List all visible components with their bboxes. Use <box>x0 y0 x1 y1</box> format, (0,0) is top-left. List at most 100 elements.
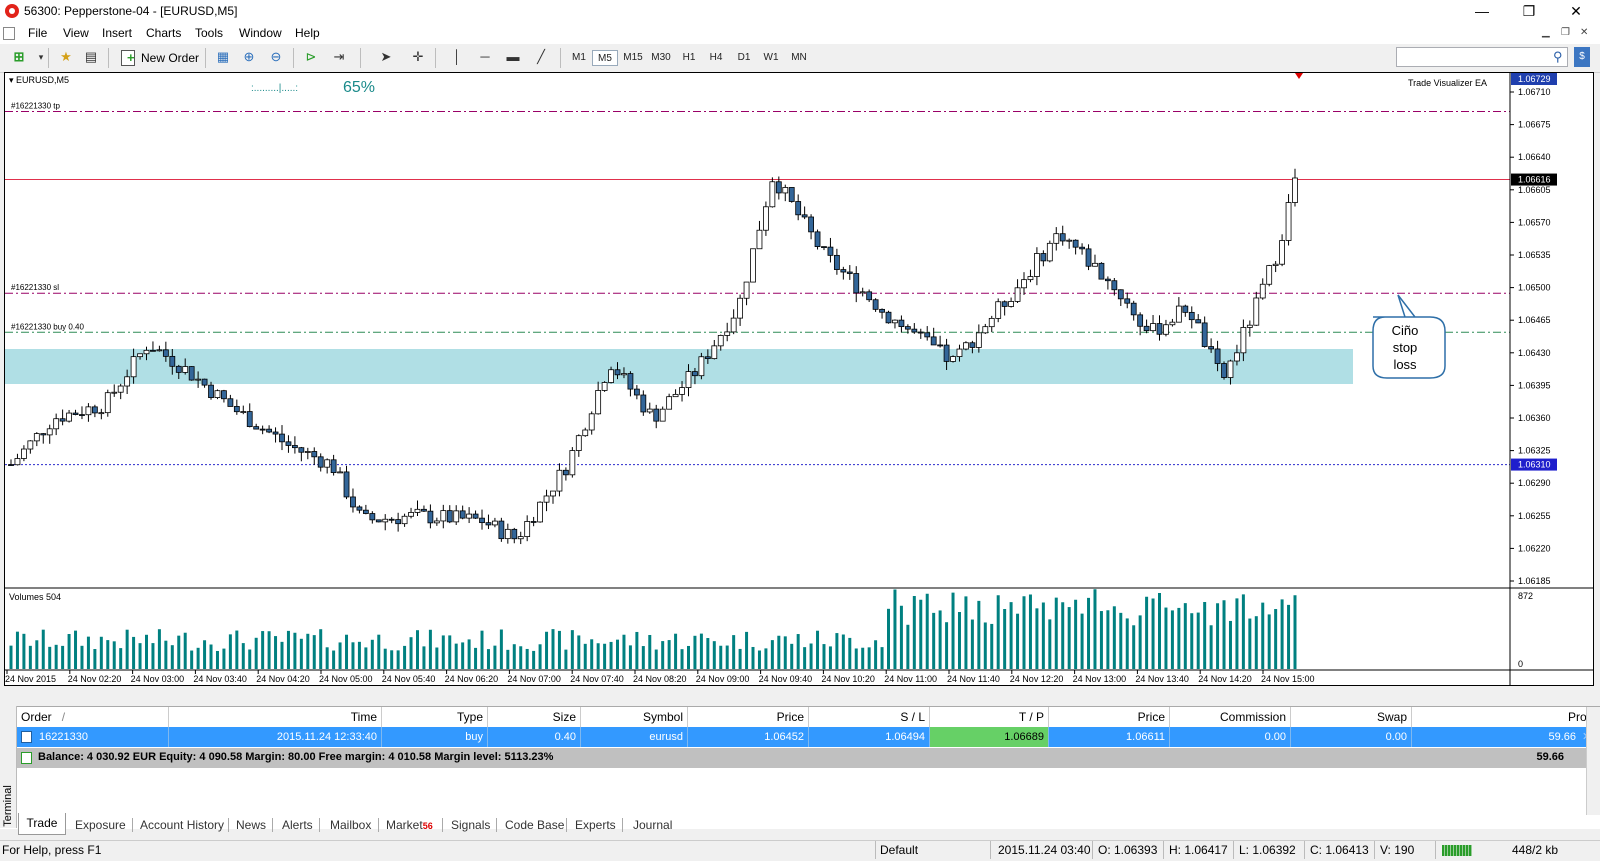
profiles-icon[interactable]: ★ <box>60 49 72 64</box>
col-profit-header[interactable]: Profit <box>1412 707 1600 727</box>
mdi-restore-button[interactable]: ❐ <box>1561 27 1570 38</box>
col-price-header[interactable]: Price <box>688 707 809 727</box>
menu-file[interactable]: File <box>28 26 48 40</box>
chart-window-icon[interactable] <box>3 27 15 40</box>
tab-experts[interactable]: Experts <box>575 818 616 832</box>
tab-news[interactable]: News <box>236 818 267 832</box>
zoom-out-icon[interactable]: ⊖ <box>270 49 282 64</box>
menu-view[interactable]: View <box>63 26 89 40</box>
col-commission-header[interactable]: Commission <box>1170 707 1291 727</box>
cell-tp[interactable]: 1.06689 <box>930 727 1049 747</box>
status-help: For Help, press F1 <box>2 843 102 857</box>
tab-alerts[interactable]: Alerts <box>282 818 313 832</box>
rectangle-icon[interactable]: ▬ <box>506 49 520 64</box>
terminal-scrollbar[interactable] <box>1586 707 1600 815</box>
col-sl-header[interactable]: S / L <box>809 707 930 727</box>
chart-canvas[interactable]: 1.06710 1.06675 1.06640 1.06605 1.06570 1.065… <box>5 73 1593 685</box>
new-chart-icon[interactable]: ⊞ <box>13 49 25 64</box>
cell-sl[interactable]: 1.06494 <box>809 727 930 747</box>
candle-body <box>98 412 105 415</box>
col-tp-header[interactable]: T / P <box>930 707 1049 727</box>
tab-separator <box>228 818 229 832</box>
minimize-button[interactable]: — <box>1475 3 1489 19</box>
new-order-button[interactable]: New Order <box>119 48 199 68</box>
candle-body <box>724 331 731 336</box>
callout-bubble <box>1372 294 1446 379</box>
col-symbol-header[interactable]: Symbol <box>581 707 688 727</box>
chart-window[interactable]: 1.06710 1.06675 1.06640 1.06605 1.06570 1.065… <box>4 72 1594 686</box>
connection-status-icon[interactable] <box>1442 845 1472 856</box>
tab-market[interactable]: Market56 <box>386 818 433 832</box>
status-close: C: 1.06413 <box>1310 843 1369 857</box>
candle-body <box>840 269 847 273</box>
candle-body <box>66 412 72 422</box>
horizontal-line-icon[interactable]: ─ <box>480 49 490 64</box>
vertical-line-icon[interactable]: │ <box>452 49 462 64</box>
search-icon[interactable]: ⚲ <box>1553 49 1563 64</box>
navigator-icon[interactable]: ▤ <box>84 49 98 64</box>
menu-charts[interactable]: Charts <box>146 26 182 40</box>
menu-help[interactable]: Help <box>295 26 320 40</box>
new-chart-dropdown-icon[interactable]: ▾ <box>38 52 44 62</box>
col-swap-header[interactable]: Swap <box>1291 707 1412 727</box>
candle-body <box>982 326 989 334</box>
signals-icon[interactable]: $ <box>1574 47 1590 67</box>
candle-body <box>1001 301 1008 307</box>
timeframe-h4-button[interactable]: H4 <box>709 52 723 63</box>
candle-body <box>685 371 692 388</box>
candle-body <box>1014 287 1021 302</box>
price-tick-label: 1.06290 <box>1518 478 1551 488</box>
cell-type: buy <box>382 727 488 747</box>
candle-body <box>621 373 627 376</box>
zoom-in-icon[interactable]: ⊕ <box>243 49 255 64</box>
search-input[interactable] <box>1396 47 1568 67</box>
mdi-minimize-button[interactable]: ▁ <box>1542 27 1550 38</box>
candle-body <box>427 510 434 524</box>
col-size-header[interactable]: Size <box>488 707 581 727</box>
price-highlight-label: 1.06616 <box>1518 175 1551 185</box>
status-profile[interactable]: Default <box>880 843 919 857</box>
timeframe-h1-button[interactable]: H1 <box>682 52 696 63</box>
timeframe-m5-button[interactable]: M5 <box>592 50 618 66</box>
tab-signals[interactable]: Signals <box>451 818 491 832</box>
timeframe-m1-button[interactable]: M1 <box>572 52 586 63</box>
tab-code-base[interactable]: Code Base <box>505 818 565 832</box>
menu-tools[interactable]: Tools <box>195 26 224 40</box>
trendline-icon[interactable]: ╱ <box>537 49 545 64</box>
autoscroll-icon[interactable]: ⊳ <box>305 49 317 64</box>
candle-body <box>743 281 750 299</box>
timeframe-mn-button[interactable]: MN <box>791 52 807 63</box>
candle-body <box>601 382 608 391</box>
chart-shift-icon[interactable]: ⇥ <box>333 49 345 64</box>
close-button[interactable]: ✕ <box>1570 3 1582 19</box>
stop-loss-callout: Ciño stop loss <box>1372 294 1446 379</box>
tab-account-history[interactable]: Account History <box>140 818 225 832</box>
candle-body <box>46 428 53 436</box>
market-watch-icon[interactable]: ▦ <box>216 49 230 64</box>
volume-zero-label: 0 <box>1518 659 1523 669</box>
col-type-header[interactable]: Type <box>382 707 488 727</box>
crosshair-icon[interactable]: ✛ <box>412 49 424 64</box>
cell-price: 1.06452 <box>688 727 809 747</box>
timeframe-m15-button[interactable]: M15 <box>623 52 643 63</box>
maximize-button[interactable]: ❐ <box>1522 3 1536 19</box>
col-order-header[interactable]: Order / <box>17 707 169 727</box>
terminal-side-label[interactable]: Terminal <box>2 785 14 827</box>
timeframe-w1-button[interactable]: W1 <box>763 52 779 63</box>
tab-separator <box>566 818 567 832</box>
tab-mailbox[interactable]: Mailbox <box>330 818 372 832</box>
col-time-header[interactable]: Time <box>169 707 382 727</box>
timeframe-m30-button[interactable]: M30 <box>651 52 671 63</box>
menu-window[interactable]: Window <box>239 26 282 40</box>
mdi-close-button[interactable]: ✕ <box>1580 27 1589 38</box>
cursor-icon[interactable]: ➤ <box>380 49 392 64</box>
tab-trade[interactable]: Trade <box>18 813 66 835</box>
candle-body <box>627 373 634 390</box>
price-highlight-label: 1.06310 <box>1518 460 1551 470</box>
tab-exposure[interactable]: Exposure <box>75 818 126 832</box>
menu-insert[interactable]: Insert <box>102 26 133 40</box>
balance-summary: Balance: 4 030.92 EUR Equity: 4 090.58 M… <box>38 751 554 763</box>
col-price2-header[interactable]: Price <box>1049 707 1170 727</box>
timeframe-d1-button[interactable]: D1 <box>737 52 751 63</box>
tab-journal[interactable]: Journal <box>633 818 673 832</box>
